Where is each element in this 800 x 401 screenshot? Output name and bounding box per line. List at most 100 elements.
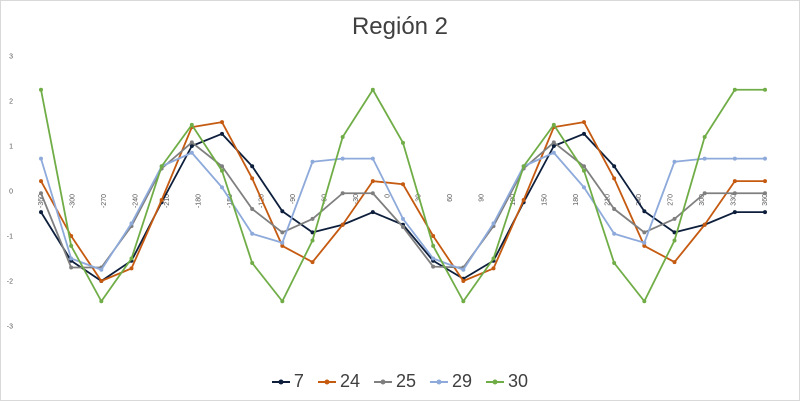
data-point <box>702 191 707 196</box>
data-point <box>582 131 586 136</box>
data-point <box>401 225 405 229</box>
data-point <box>220 164 224 169</box>
legend-item-7: 7 <box>271 371 304 392</box>
data-point <box>99 267 104 272</box>
data-point <box>250 164 255 169</box>
data-point <box>521 164 526 169</box>
data-point <box>250 207 255 211</box>
data-point <box>491 266 496 271</box>
data-point <box>310 159 315 164</box>
data-point <box>189 140 194 145</box>
data-point <box>39 210 43 215</box>
legend-swatch <box>271 379 290 384</box>
data-point <box>39 87 43 92</box>
legend: 7 24 25 29 30 <box>1 371 799 392</box>
legend-item-30: 30 <box>486 371 528 392</box>
data-point <box>551 140 556 145</box>
x-tick-label: 120 <box>510 194 517 206</box>
data-point <box>732 87 737 92</box>
series-line-30 <box>40 88 765 303</box>
data-point <box>39 156 43 161</box>
y-tick-label: -1 <box>7 234 13 241</box>
x-tick-label: 330 <box>731 194 738 206</box>
x-tick-label: -360 <box>38 194 45 208</box>
data-point <box>220 185 224 190</box>
data-point <box>189 122 194 127</box>
data-point <box>732 210 737 215</box>
data-point <box>310 260 315 265</box>
x-tick-label: -90 <box>290 194 297 204</box>
data-point <box>612 231 617 236</box>
x-tick-label: 360 <box>762 194 769 206</box>
data-point <box>612 164 617 169</box>
data-point <box>189 150 194 155</box>
data-point <box>340 222 345 227</box>
data-point <box>129 221 134 226</box>
legend-label: 30 <box>508 371 529 391</box>
data-point <box>99 299 104 304</box>
data-point <box>401 182 405 187</box>
legend-label: 29 <box>452 371 473 391</box>
data-point <box>370 156 375 161</box>
data-point <box>129 256 134 261</box>
data-point <box>220 168 224 173</box>
legend-label: 25 <box>395 371 416 391</box>
data-point <box>401 140 405 145</box>
data-point <box>732 191 737 196</box>
data-point <box>280 299 285 304</box>
x-tick-label: 300 <box>699 194 706 206</box>
data-point <box>763 87 767 92</box>
x-tick-label: 240 <box>636 194 643 206</box>
data-point <box>431 264 436 269</box>
data-point <box>672 159 677 164</box>
legend-label: 7 <box>293 371 304 391</box>
x-tick-label: 180 <box>573 194 580 206</box>
legend-item-29: 29 <box>430 371 472 392</box>
data-point <box>763 210 767 215</box>
data-point <box>370 179 375 184</box>
data-point <box>250 261 255 265</box>
data-point <box>582 185 586 190</box>
data-point <box>672 260 677 265</box>
data-point <box>280 209 285 214</box>
data-point <box>431 234 436 238</box>
data-point <box>159 164 164 169</box>
data-point <box>763 179 767 184</box>
x-tick-label: 90 <box>479 194 486 202</box>
data-point <box>461 279 466 283</box>
data-point <box>763 156 767 161</box>
x-tick-label: 150 <box>542 194 549 206</box>
data-point <box>370 87 375 92</box>
data-point <box>340 135 345 139</box>
data-point <box>250 231 255 236</box>
data-point <box>220 131 224 136</box>
data-point <box>702 135 707 139</box>
data-point <box>69 243 74 248</box>
legend-label: 24 <box>339 371 360 391</box>
data-point <box>642 230 647 235</box>
legend-swatch <box>430 379 448 384</box>
data-point <box>310 230 315 235</box>
x-tick-label: 270 <box>668 194 675 206</box>
data-point <box>310 238 315 243</box>
data-point <box>642 240 647 245</box>
data-point <box>340 191 345 196</box>
data-point <box>280 230 285 235</box>
y-tick-label: 1 <box>9 144 13 151</box>
data-point <box>642 299 647 304</box>
y-tick-label: -3 <box>7 324 13 331</box>
series-line-7 <box>40 132 765 282</box>
data-point <box>582 164 586 169</box>
chart-title: Región 2 <box>351 13 449 40</box>
data-point <box>582 120 586 125</box>
data-point <box>642 243 647 248</box>
y-tick-label: -2 <box>7 279 13 286</box>
y-tick-label: 0 <box>9 189 13 196</box>
data-point <box>370 210 375 215</box>
data-point <box>370 191 375 196</box>
data-point <box>672 238 677 243</box>
data-point <box>461 267 466 272</box>
data-point <box>401 216 405 221</box>
